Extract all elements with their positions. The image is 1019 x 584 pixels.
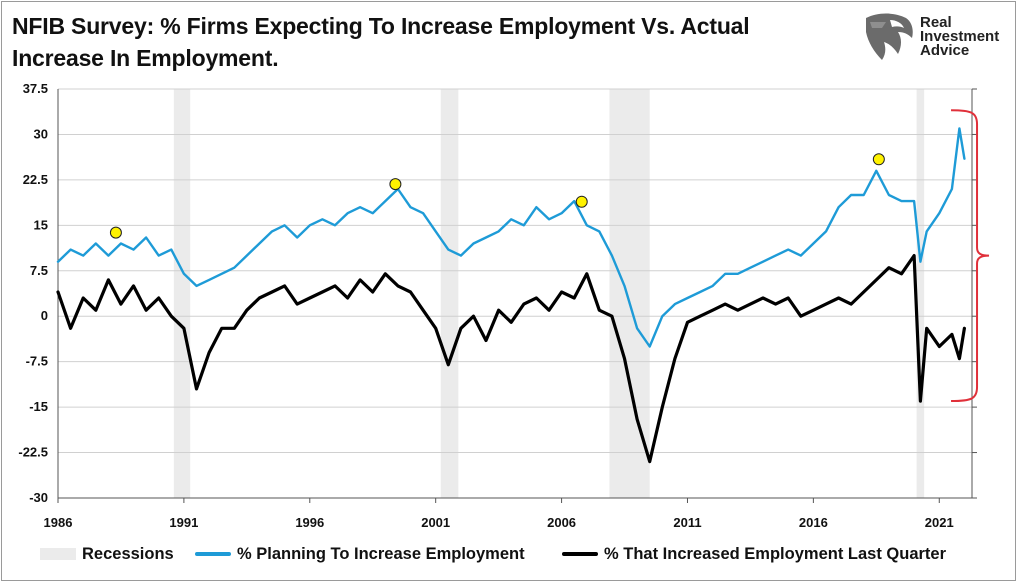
series-lines: [56, 127, 967, 464]
recession-band-1: [440, 89, 459, 498]
recession-bands: [173, 89, 925, 498]
grid-lines: [58, 88, 977, 499]
highlight-marker-3: [872, 153, 885, 166]
series-line-planning: [56, 127, 966, 348]
logo-wordmark: Real Investment Advice: [920, 14, 1000, 59]
y-tick-label: 0: [41, 308, 48, 323]
x-tick-label: 1991: [169, 515, 198, 530]
legend-line-actual: [562, 552, 598, 556]
highlight-markers: [109, 153, 885, 239]
y-tick-label: 30: [34, 126, 48, 141]
legend-label-actual: % That Increased Employment Last Quarter: [604, 545, 947, 563]
legend-line-planning: [195, 552, 231, 556]
chart-title: NFIB Survey: % Firms Expecting To Increa…: [12, 10, 832, 74]
y-tick-label: -7.5: [26, 354, 48, 369]
real-investment-advice-logo: Real Investment Advice: [860, 8, 1010, 66]
highlight-marker-1: [389, 178, 402, 191]
logo-line-3: Advice: [920, 42, 970, 59]
legend: Recessions % Planning To Increase Employ…: [40, 543, 1000, 565]
axes: [57, 89, 973, 503]
y-tick-label: 37.5: [23, 81, 48, 96]
x-tick-label: 1996: [295, 515, 324, 530]
x-tick-label: 2021: [925, 515, 954, 530]
recession-band-3: [916, 89, 925, 498]
y-tick-label: -15: [29, 399, 48, 414]
highlight-marker-0: [109, 226, 122, 239]
tick-labels: 37.5 30 22.5 15 7.5 0 -7.5 -15 -22.5 -30 1986 1991 1…: [18, 81, 953, 530]
y-tick-label: 15: [34, 217, 48, 232]
y-tick-label: -22.5: [18, 445, 48, 460]
logo-line-2: Investment: [920, 28, 1000, 45]
recession-band-2: [609, 89, 650, 498]
recession-band-0: [173, 89, 191, 498]
x-tick-label: 1986: [44, 515, 73, 530]
y-tick-label: 22.5: [23, 172, 48, 187]
series-line-actual: [56, 254, 967, 464]
y-tick-label: 7.5: [30, 263, 48, 278]
x-tick-label: 2006: [547, 515, 576, 530]
highlight-marker-2: [575, 195, 588, 208]
y-tick-label: -30: [29, 490, 48, 505]
eagle-head-icon: [866, 13, 913, 60]
logo-line-1: Real: [920, 14, 952, 31]
x-tick-label: 2011: [673, 515, 701, 530]
chart-title-line-1: NFIB Survey: % Firms Expecting To Increa…: [12, 13, 750, 39]
x-tick-label: 2001: [421, 515, 450, 530]
legend-label-planning: % Planning To Increase Employment: [237, 545, 525, 563]
chart-title-line-2: Increase In Employment.: [12, 45, 279, 71]
x-tick-label: 2016: [799, 515, 828, 530]
legend-swatch-recessions: [40, 548, 76, 560]
legend-label-recessions: Recessions: [82, 545, 174, 563]
